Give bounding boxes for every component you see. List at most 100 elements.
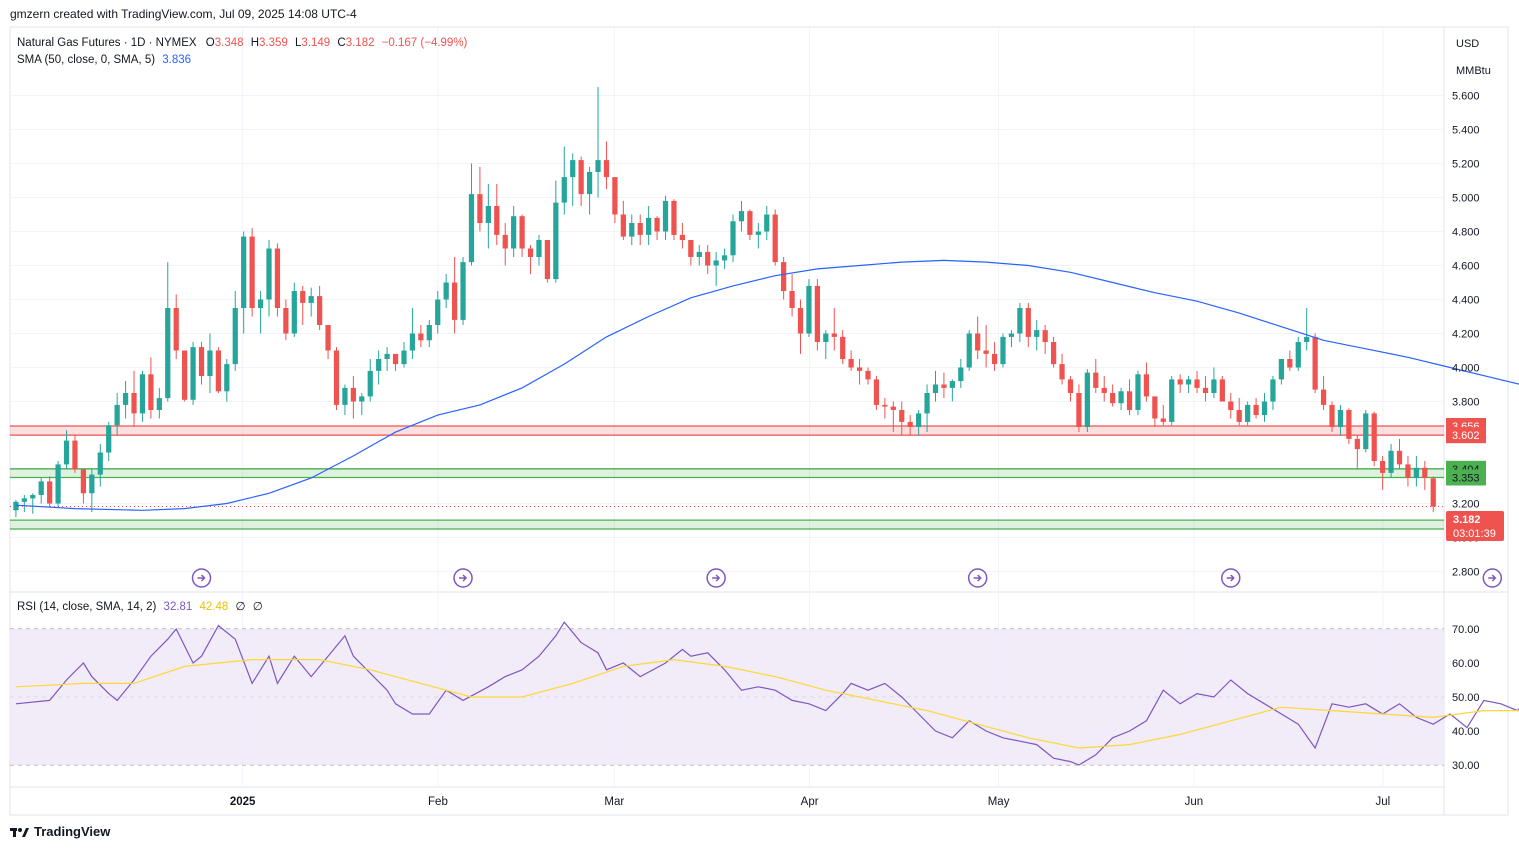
currency-label[interactable]: USD (1456, 38, 1479, 50)
candle-body (1067, 379, 1074, 393)
candle-body (274, 248, 281, 308)
candle (232, 291, 238, 371)
candle (1304, 308, 1310, 351)
candle-body (1059, 364, 1065, 380)
main-legend[interactable]: Natural Gas Futures · 1D · NYMEX O3.348 … (17, 37, 468, 49)
candle (460, 257, 466, 325)
candle-body (983, 350, 989, 354)
price-tick: 5.200 (1452, 159, 1480, 171)
event-marker-icon[interactable] (706, 568, 726, 588)
rsi-tick: 40.00 (1452, 726, 1480, 738)
candle-body (1363, 413, 1369, 450)
candle-body (561, 177, 567, 203)
candle-body (544, 240, 551, 280)
candle (367, 359, 373, 402)
dividend-event-markers[interactable] (191, 568, 1519, 588)
candle-body (376, 359, 382, 371)
rsi-tick: 70.00 (1452, 624, 1480, 636)
candle-body (966, 333, 972, 368)
candle (443, 274, 449, 308)
candle-body (1211, 379, 1217, 393)
header-credit: gmzern created with TradingView.com, Jul… (10, 7, 357, 21)
candle (1363, 410, 1369, 453)
candle-body (662, 200, 669, 232)
candle (958, 359, 964, 388)
candle-body (586, 172, 593, 195)
event-marker-arrow (712, 574, 721, 582)
candle-body (1346, 410, 1352, 439)
candle (831, 308, 837, 351)
candle (1320, 376, 1327, 410)
candle-body (409, 333, 416, 351)
candle (1396, 438, 1403, 470)
candle-body (629, 223, 635, 237)
candle (131, 370, 137, 427)
candle (679, 223, 686, 249)
rsi-tick-labels: 70.00 60.00 50.00 40.00 30.00 (1452, 624, 1480, 772)
candle (1219, 376, 1225, 402)
sma-legend[interactable]: SMA (50, close, 0, SMA, 5) 3.836 (17, 54, 191, 66)
price-scale[interactable]: USD MMBtu (1456, 38, 1491, 77)
time-axis-labels: 2025 Feb Mar Apr May Jun Jul (230, 796, 1390, 808)
candle-body (47, 481, 53, 504)
candle-body (1287, 359, 1293, 368)
candle (781, 257, 787, 300)
candle-body (1169, 379, 1175, 422)
candle (241, 231, 247, 334)
candle (747, 209, 753, 240)
candle-body (215, 350, 221, 392)
candle (1329, 401, 1335, 433)
candle-body (721, 255, 728, 261)
candle (1025, 302, 1031, 348)
event-marker-icon[interactable] (1221, 568, 1241, 588)
candle (266, 240, 272, 317)
candle-body (932, 384, 939, 393)
event-marker-icon[interactable] (191, 568, 212, 588)
event-marker-arrow (1226, 574, 1235, 582)
event-marker-icon[interactable] (1482, 568, 1503, 588)
candle (139, 370, 146, 422)
candle (688, 240, 694, 266)
candle (494, 183, 500, 246)
candle (1236, 398, 1242, 426)
candle-body (122, 393, 129, 405)
candle (283, 299, 289, 341)
candle (696, 245, 702, 266)
high-value: 3.359 (259, 37, 288, 49)
event-marker-icon[interactable] (967, 568, 988, 588)
candle-body (1278, 359, 1285, 380)
candle-body (38, 481, 44, 495)
rsi-sma-line (15, 658, 1519, 749)
candle (932, 370, 939, 402)
candle-body (131, 393, 137, 414)
candle (1177, 374, 1183, 393)
candle (1312, 333, 1318, 393)
unit-label[interactable]: MMBtu (1456, 65, 1491, 77)
rsi-sma-legend-value: 42.48 (200, 601, 229, 613)
time-tick: Mar (604, 796, 624, 808)
candle-body (173, 308, 179, 351)
candle-body (72, 440, 78, 470)
low-value: 3.149 (301, 37, 330, 49)
candle (502, 223, 508, 266)
candle (975, 316, 981, 359)
candle (485, 183, 491, 249)
rsi-legend[interactable]: RSI (14, close, SMA, 14, 2) 32.81 42.48 … (17, 601, 263, 613)
candle (1278, 359, 1285, 385)
candle (47, 476, 53, 507)
event-marker-icon[interactable] (453, 568, 473, 588)
candle (207, 333, 213, 393)
candle-body (519, 216, 525, 249)
candle-body (325, 325, 331, 351)
candle (949, 379, 955, 402)
candle (38, 478, 44, 504)
rsi-null-1: ∅ (236, 601, 246, 613)
candle (291, 282, 297, 337)
candle (249, 228, 255, 317)
candle-body (958, 367, 964, 382)
close-label: C (337, 37, 345, 49)
candle-body (1219, 379, 1225, 402)
candlestick-series (13, 87, 1436, 518)
footer-brand[interactable]: TradingView (10, 824, 110, 839)
